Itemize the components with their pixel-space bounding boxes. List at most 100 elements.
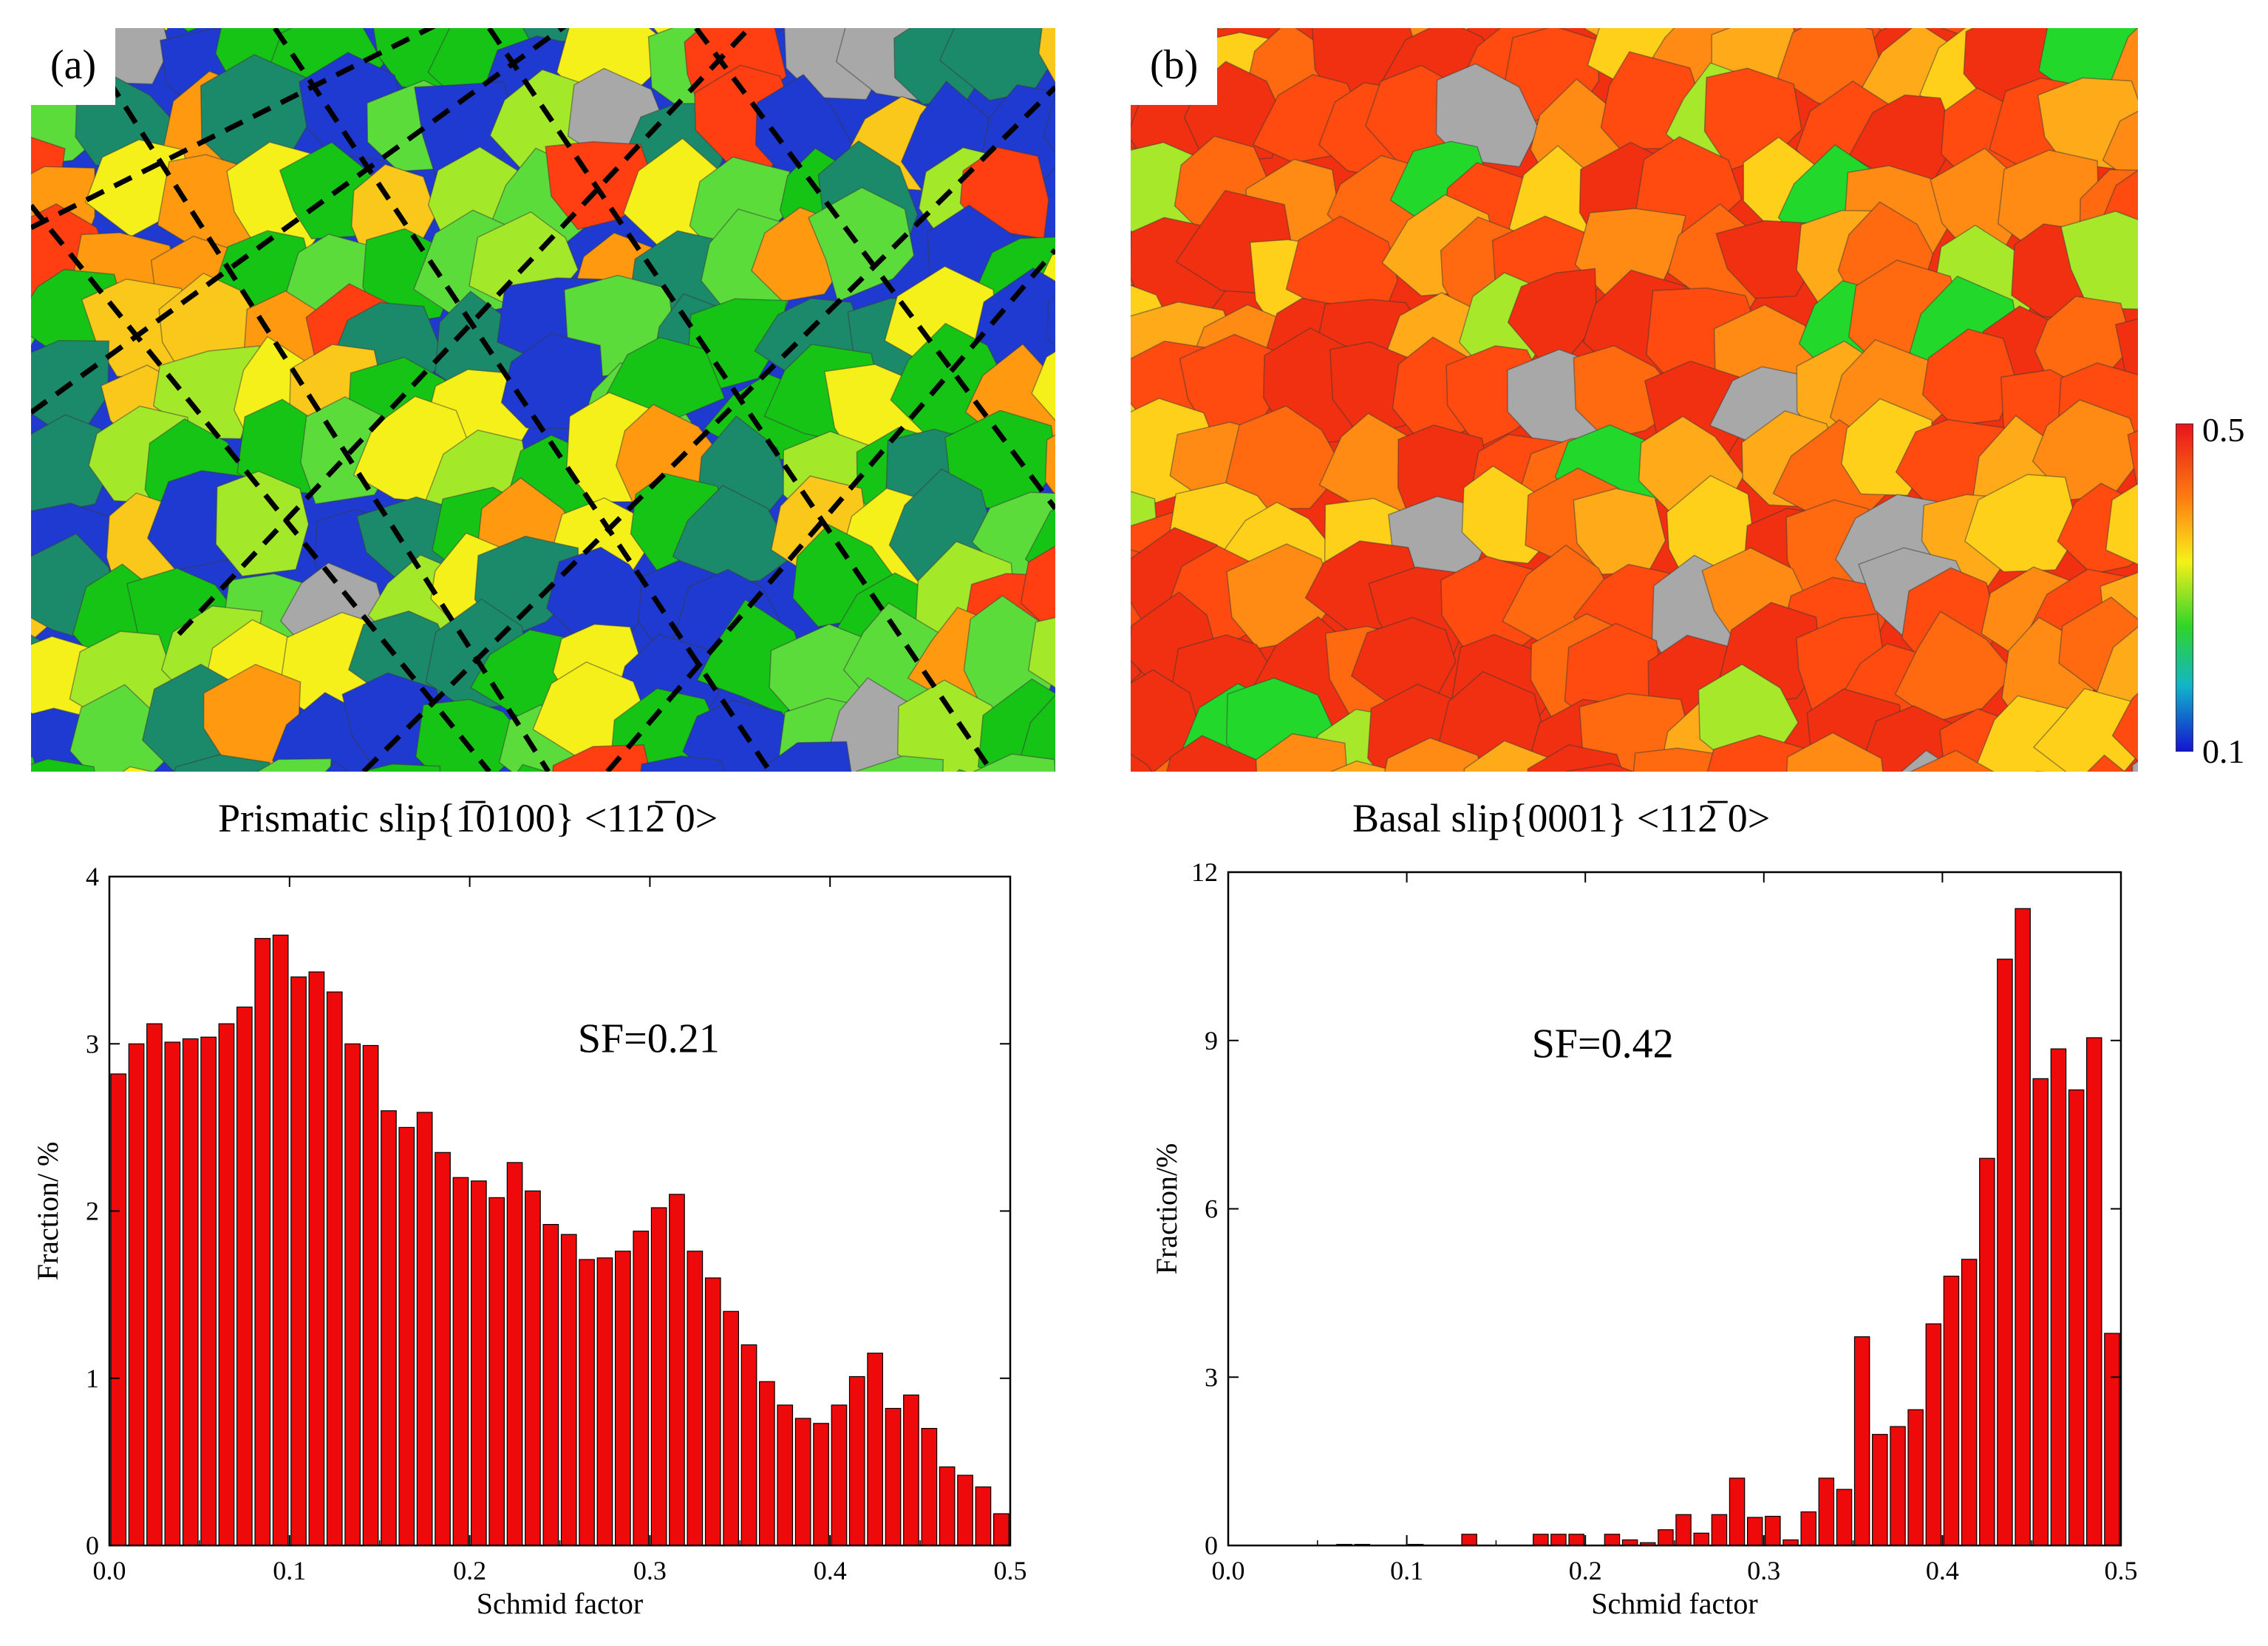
y-tick-label: 9 (1205, 1026, 1218, 1055)
histogram-bar (560, 1234, 577, 1546)
histogram-bar (1658, 1529, 1674, 1546)
histogram-bar (435, 1152, 451, 1546)
histogram-bar (236, 1006, 253, 1546)
histogram-bar (633, 1231, 650, 1546)
histogram-bar (992, 1513, 1009, 1546)
grain-b-grain (2060, 211, 2138, 310)
grain-a-grain (215, 470, 310, 577)
histogram-bar (525, 1190, 541, 1546)
grain-b-grain (1921, 328, 2017, 426)
grain-b-grain (2086, 754, 2126, 772)
histogram-bar (416, 1112, 433, 1546)
histogram-bar (1765, 1515, 1781, 1546)
slip-trace-line (177, 28, 753, 636)
y-tick-label: 12 (1191, 857, 1218, 887)
y-axis-label: Fraction/ % (31, 1142, 64, 1281)
grain-a-grain (324, 761, 350, 772)
x-tick-label: 0.3 (1747, 1556, 1780, 1585)
grain-a-grain (956, 769, 968, 772)
slip-trace-line (31, 28, 436, 231)
grain-a-grain (1020, 545, 1055, 636)
schmid-factor-map-prismatic (31, 28, 1055, 772)
grain-b-grain (2127, 430, 2138, 489)
grain-a-grain (1038, 28, 1055, 84)
grain-b-grain (2105, 483, 2138, 565)
grain-a-grain (1027, 616, 1055, 689)
grain-b-grain (1565, 763, 1635, 772)
grain-b-grain (2102, 110, 2138, 187)
histogram-bar (542, 1224, 559, 1546)
grain-a-grain (517, 764, 548, 772)
histogram-bar (1550, 1534, 1567, 1546)
histogram-bar (740, 1344, 757, 1546)
panel-label-a: (a) (31, 28, 116, 105)
histogram-bar (723, 1310, 740, 1546)
histogram-bar (1711, 1514, 1728, 1546)
x-tick-label: 0.1 (1390, 1556, 1423, 1585)
slip-trace-line (605, 248, 1055, 772)
grain-a-grain (1044, 434, 1055, 496)
grain-a-grain (183, 28, 199, 33)
histogram-bar (579, 1259, 595, 1546)
histogram-bar (308, 971, 325, 1546)
schmid-factor-colorbar (2176, 424, 2193, 752)
histogram-bar (669, 1194, 685, 1546)
histogram-bar (2050, 1048, 2067, 1546)
histogram-bar (885, 1407, 902, 1546)
grain-b-grain (1715, 220, 1816, 299)
histogram-bar (813, 1423, 829, 1546)
histogram-bar (1979, 1157, 1995, 1546)
histogram-bar (146, 1023, 163, 1546)
histogram-bar (1746, 1517, 1763, 1546)
x-tick-label: 0.5 (994, 1556, 1027, 1585)
histogram-bar (794, 1418, 811, 1546)
histogram-bar (2085, 1037, 2102, 1546)
grain-a-grain (763, 741, 852, 772)
histogram-bar (1800, 1511, 1816, 1546)
histogram-bar (1568, 1534, 1584, 1546)
histogram-bar (2104, 1333, 2120, 1546)
grain-a-grain (1031, 350, 1055, 421)
histogram-bar (867, 1353, 884, 1546)
histogram-bar (1818, 1477, 1835, 1546)
slip-trace-line (273, 28, 772, 772)
grain-b-grain (1131, 753, 1153, 772)
grain-a-grain (682, 699, 802, 772)
grain-b-grain (1225, 405, 1345, 510)
histogram-bar (975, 1486, 992, 1546)
grain-a-grain (1046, 293, 1055, 347)
grain-a-grain (640, 755, 725, 772)
slip-trace-line (694, 28, 1055, 511)
histogram-bar (381, 1110, 397, 1546)
histogram-bar (2032, 1078, 2049, 1546)
histogram-bar (2015, 908, 2031, 1546)
histogram-bar (1604, 1534, 1621, 1546)
histogram-bar (218, 1023, 235, 1546)
histogram-bar (614, 1251, 631, 1546)
histogram-bar (452, 1177, 469, 1546)
histogram-bar (704, 1277, 721, 1546)
grain-a-grain (672, 484, 795, 585)
histogram-bar (957, 1475, 973, 1546)
histogram-bar (1729, 1477, 1746, 1546)
histogram-bar (362, 1044, 379, 1546)
x-tick-label: 0.1 (273, 1556, 306, 1585)
histogram-bar (921, 1427, 938, 1546)
grain-b-grain (1527, 744, 1624, 772)
histogram-bar (777, 1404, 794, 1546)
y-tick-label: 3 (1205, 1362, 1218, 1392)
x-tick-label: 0.4 (814, 1556, 847, 1585)
grain-a-grain (174, 754, 270, 772)
histogram-bar (164, 1041, 181, 1546)
y-axis-label: Fraction/% (1150, 1143, 1183, 1275)
grain-a-grain (256, 758, 332, 772)
colorbar-max-label: 0.5 (2202, 411, 2245, 449)
grain-a-grain (1015, 694, 1055, 772)
histogram-bar (506, 1162, 523, 1546)
slip-trace-line (31, 203, 491, 772)
histogram-bar (939, 1466, 956, 1546)
y-tick-label: 3 (86, 1029, 99, 1058)
grain-map-b-canvas (1131, 28, 2138, 772)
histogram-bar (596, 1257, 613, 1546)
y-tick-label: 0 (86, 1531, 99, 1560)
